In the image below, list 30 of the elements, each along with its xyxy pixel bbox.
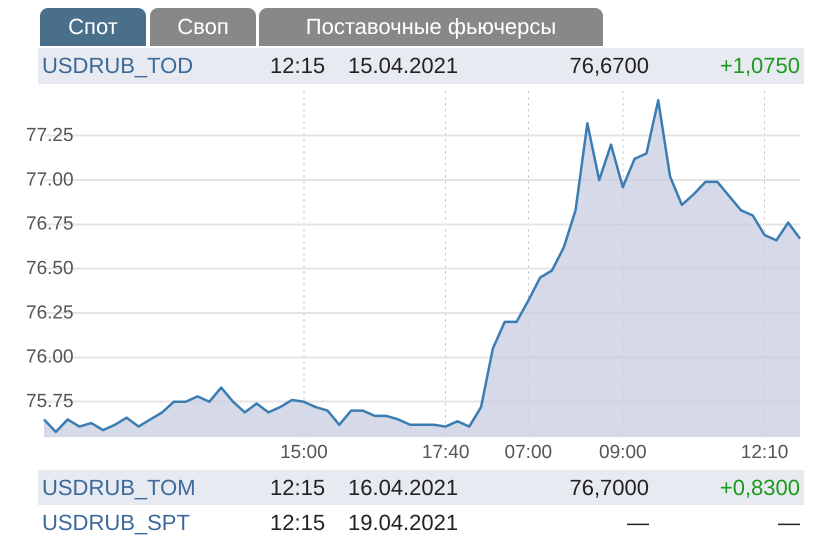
text: +1,0750 [720,52,800,80]
text: 15.04.2021 [348,52,458,80]
text: Поставочные фьючерсы [259,8,603,46]
x-tick-label: 07:00 [504,442,552,463]
text: USDRUB_SPT [42,509,190,537]
x-tick-label: 15:00 [280,442,328,463]
y-tick-label: 75.75 [26,390,74,412]
text: 76,6700 [569,52,649,80]
y-tick-label: 77.25 [26,124,74,146]
text: 12:15 [270,52,326,80]
text: Спот [40,8,146,46]
y-tick-label: 76.75 [26,214,74,235]
x-tick-label: 09:00 [599,442,647,463]
text: 12:15 [270,509,326,537]
y-tick-label: 77.00 [26,169,74,190]
text: 76,7000 [569,474,649,502]
y-tick-label: 76.25 [26,302,74,324]
text: — [627,509,649,537]
text: 12:15 [270,474,326,502]
text: USDRUB_TOM [42,474,196,502]
y-tick-label: 76.00 [26,346,74,368]
text: Своп [150,8,256,46]
text: 19.04.2021 [348,509,458,537]
y-tick-label: 76.50 [26,258,74,279]
text: — [778,509,800,537]
text: USDRUB_TOD [42,52,194,80]
x-tick-label: 12:10 [740,442,788,463]
x-tick-label: 17:40 [422,442,470,463]
text: 16.04.2021 [348,474,458,502]
text: +0,8300 [720,474,800,502]
